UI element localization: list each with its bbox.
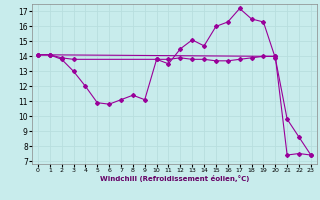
X-axis label: Windchill (Refroidissement éolien,°C): Windchill (Refroidissement éolien,°C) <box>100 175 249 182</box>
